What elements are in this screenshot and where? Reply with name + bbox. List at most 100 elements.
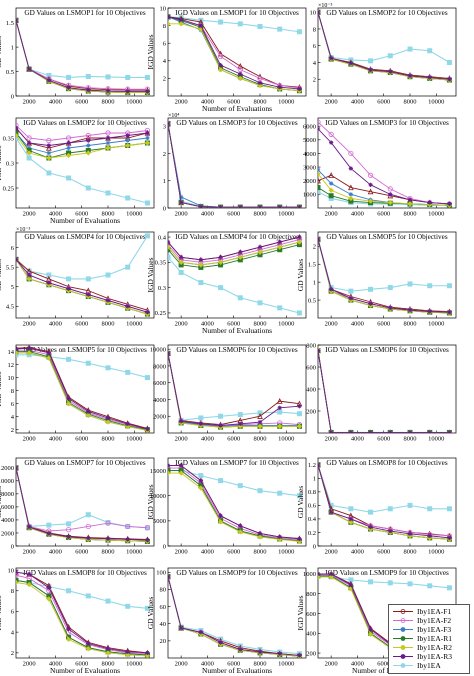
- subplot-10: GD Values on LSMOP6 for 10 Objectives 200…: [150, 344, 307, 443]
- xtick-label-16-1: 4000: [201, 661, 214, 668]
- xtick-label-3-0: 2000: [23, 211, 36, 218]
- point-17-6-4: [387, 580, 393, 586]
- point-16-5-3: [218, 640, 223, 645]
- point-14-5-4: [388, 528, 393, 534]
- point-9-5-4: [86, 409, 91, 414]
- point-12-6-3: [66, 521, 72, 527]
- point-10-6-7: [296, 411, 302, 417]
- legend-marker: [400, 609, 406, 614]
- xtick-label-6-3: 8000: [102, 321, 115, 328]
- series-line-16-4: [168, 576, 300, 657]
- chart-title-6: GD Values on LSMOP4 for 10 Objectives: [24, 233, 145, 241]
- series-line-8-3: [318, 239, 450, 314]
- point-11-5-0: [318, 348, 321, 353]
- point-3-1-1: [26, 135, 32, 141]
- xtick-label-4-1: 4000: [201, 211, 214, 218]
- ytick-label-1-1: 4: [163, 58, 167, 65]
- ytick-label-2-0: 2: [313, 77, 316, 84]
- point-9-4-5: [105, 419, 111, 425]
- point-13-4-4: [237, 529, 243, 535]
- point-3-6-1: [26, 155, 32, 161]
- point-15-6-7: [144, 605, 150, 611]
- series-group-2: [318, 9, 453, 83]
- point-11-5-4: [388, 430, 393, 433]
- point-3-1-2: [46, 137, 52, 144]
- series-line-13-2: [168, 470, 300, 542]
- ytick-label-17-0: 200: [306, 650, 316, 657]
- point-9-6-4: [85, 360, 91, 366]
- point-7-4-5: [257, 249, 263, 255]
- xtick-label-11-0: 2000: [325, 436, 338, 443]
- chart-title-13: IGD Values on LSMOP7 for 10 Objectives: [175, 459, 299, 467]
- ytick-label-5-5: 6000: [303, 123, 316, 130]
- plot-area-14: [317, 457, 457, 547]
- point-0-6-4: [85, 73, 91, 79]
- series-line-14-4: [318, 464, 450, 540]
- point-15-6-5: [105, 598, 111, 604]
- point-4-5-7: [297, 204, 302, 208]
- legend-swatch: [393, 627, 413, 632]
- ytick-label-14-2: 0.4: [308, 516, 317, 523]
- xtick-label-12-1: 4000: [49, 549, 62, 556]
- xtick-label-3-4: 10000: [126, 211, 142, 218]
- point-3-6-7: [144, 200, 150, 206]
- legend-label: Iby1EA-F1: [417, 607, 452, 616]
- series-line-15-6: [16, 579, 148, 609]
- series-group-4: [168, 120, 303, 208]
- point-6-6-4: [85, 276, 91, 282]
- point-6-5-7: [145, 309, 150, 315]
- legend-label: Iby1EA-F3: [417, 625, 452, 634]
- series-line-11-4: [318, 349, 450, 433]
- series-line-15-4: [16, 582, 148, 657]
- series-line-9-1: [16, 349, 148, 431]
- point-0-5-5: [105, 88, 111, 94]
- xtick-label-9-1: 4000: [49, 436, 62, 443]
- series-line-5-5: [318, 128, 450, 205]
- point-13-5-5: [257, 531, 263, 536]
- point-15-4-4: [85, 646, 91, 652]
- legend-swatch: [393, 609, 413, 614]
- plot-area-0: [15, 7, 155, 97]
- point-15-4-1: [26, 581, 32, 588]
- point-8-5-2: [348, 296, 354, 301]
- point-10-5-6: [277, 405, 282, 411]
- ytick-label-7-0: 0.25: [155, 310, 166, 317]
- ytick-label-16-1: 40: [160, 621, 167, 628]
- xtick-label-15-3: 8000: [102, 661, 115, 668]
- point-14-5-6: [427, 533, 432, 539]
- xtick-label-11-1: 4000: [351, 436, 364, 443]
- point-15-6-3: [66, 588, 72, 594]
- series-line-15-1: [16, 574, 148, 655]
- series-line-3-4: [16, 135, 148, 159]
- point-3-2-5: [105, 140, 111, 146]
- y-axis-label-7: IGD Values: [146, 257, 155, 292]
- point-3-4-6: [125, 142, 131, 149]
- xtick-label-3-1: 4000: [49, 211, 62, 218]
- point-2-6-5: [407, 46, 413, 52]
- series-line-10-6: [168, 353, 300, 422]
- point-13-5-3: [218, 513, 223, 519]
- xtick-label-15-1: 4000: [49, 661, 62, 668]
- series-line-9-3: [16, 351, 148, 431]
- series-line-11-0: [318, 350, 450, 433]
- point-17-6-5: [407, 581, 413, 587]
- chart-title-7: IGD Values on LSMOP4 for 10 Objectives: [175, 233, 299, 241]
- point-14-6-2: [348, 506, 354, 512]
- point-10-0-5: [257, 413, 263, 419]
- ytick-label-12-4: 8000: [1, 491, 14, 498]
- y-axis-label-0: GD Values: [0, 36, 3, 69]
- point-1-0-4: [237, 62, 244, 69]
- point-7-5-4: [238, 250, 243, 255]
- point-6-5-6: [125, 304, 130, 309]
- ytick-label-7-3: 0.4: [158, 234, 167, 241]
- series-group-13: [168, 462, 303, 545]
- xtick-label-1-4: 10000: [278, 99, 294, 106]
- legend-entry: Iby1EA: [392, 661, 466, 670]
- xtick-label-12-4: 10000: [126, 549, 142, 556]
- ytick-label-3-1: 0.3: [6, 160, 14, 167]
- plot-area-2: [317, 7, 457, 97]
- series-line-12-4: [16, 467, 148, 542]
- point-5-0-2: [348, 184, 354, 191]
- series-line-9-4: [16, 352, 148, 431]
